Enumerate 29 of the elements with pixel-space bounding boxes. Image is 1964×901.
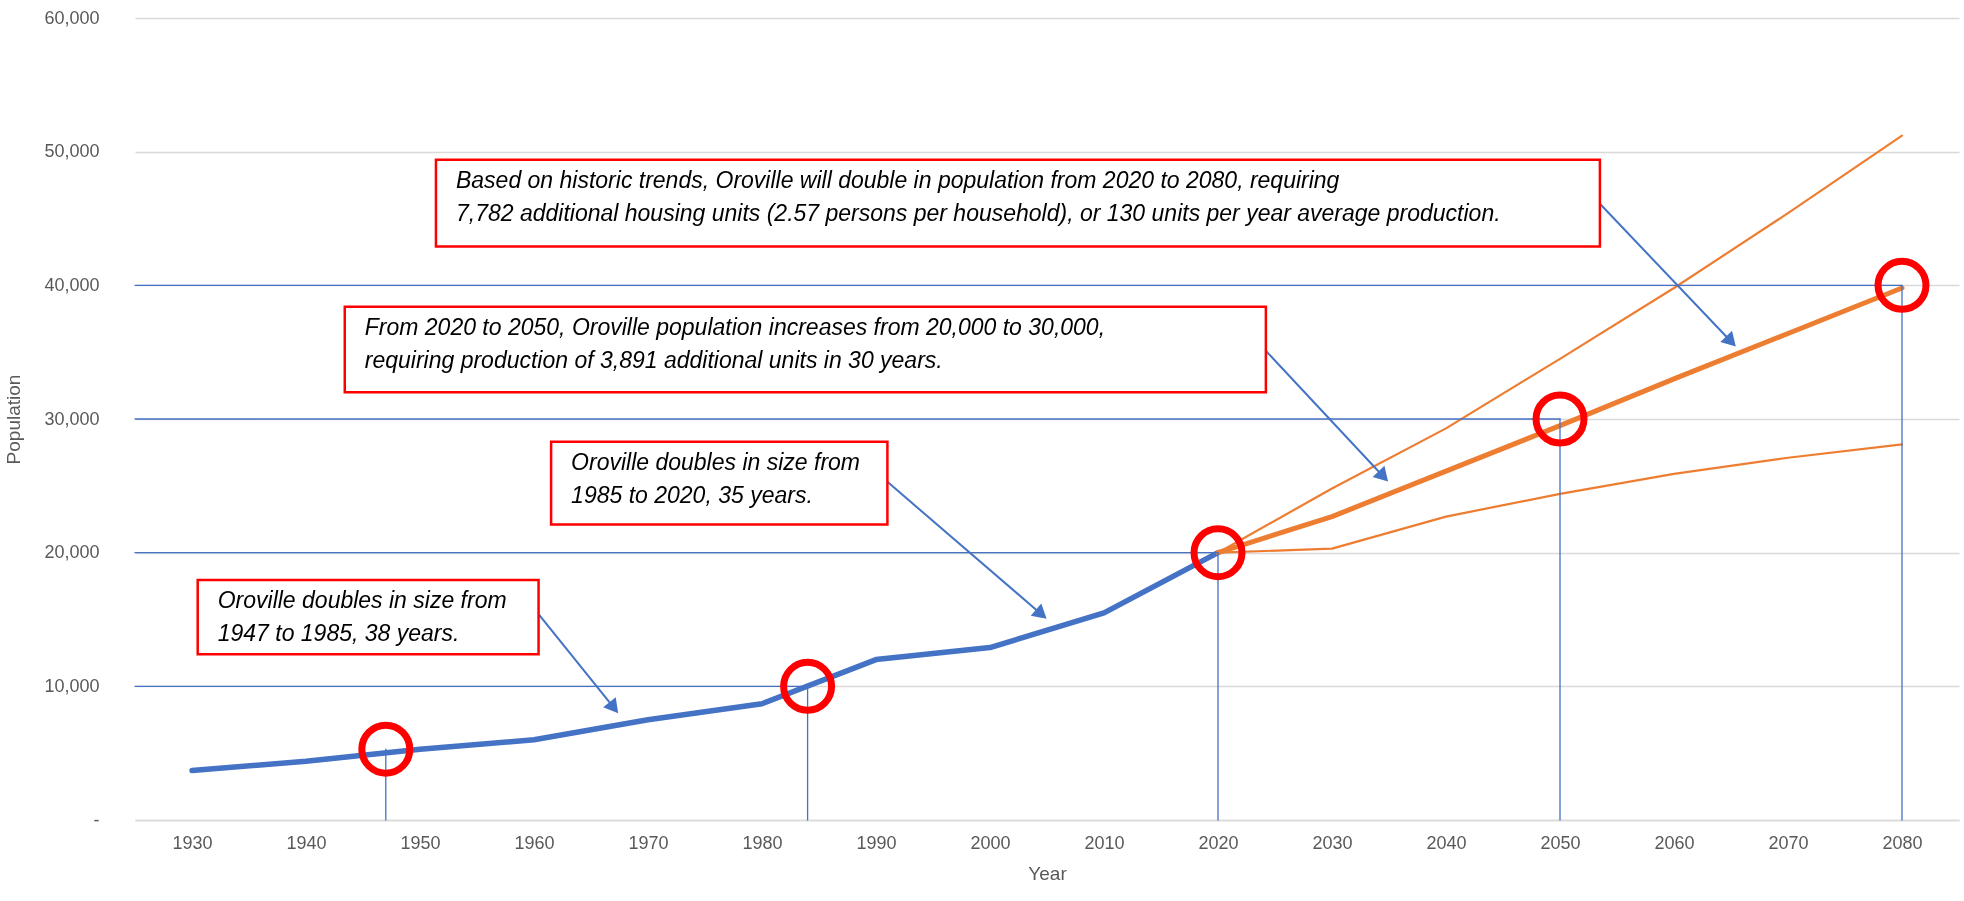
y-tick-label: 30,000	[44, 408, 100, 429]
x-tick-label: 2050	[1540, 832, 1581, 853]
y-axis-title: Population	[3, 374, 25, 465]
y-tick-label: 10,000	[44, 675, 100, 696]
x-tick-label: 2000	[970, 832, 1011, 853]
y-tick-label: 40,000	[44, 274, 100, 295]
x-tick-label: 1980	[742, 832, 783, 853]
annotation: From 2020 to 2050, Oroville population increases from 20,000 to 30,000, requiring production of 3,891 additional units in 30 years.	[364, 313, 1106, 373]
annotation: Based on historic trends, Oroville will double in population from 2020 to 2080, requiring 7,782 additional housing units (2.57 persons per household), or 130 units per year average production.	[455, 166, 1501, 226]
annotation: Oroville doubles in size from 1985 to 2020, 35 years.	[571, 448, 861, 508]
x-tick-label: 2060	[1654, 832, 1695, 853]
x-tick-label: 2030	[1312, 832, 1353, 853]
x-tick-label: 1970	[628, 832, 669, 853]
y-tick-label: -	[93, 809, 100, 830]
x-tick-label: 1940	[286, 832, 327, 853]
x-tick-label: 2040	[1426, 832, 1467, 853]
x-tick-label: 1960	[514, 832, 555, 853]
annotation: Oroville doubles in size from 1947 to 1985, 38 years.	[217, 587, 507, 647]
y-tick-label: 50,000	[44, 141, 100, 162]
y-tick-label: 20,000	[44, 542, 100, 563]
x-tick-label: 2020	[1198, 832, 1239, 853]
x-tick-label: 2070	[1768, 832, 1809, 853]
y-tick-label: 60,000	[44, 7, 100, 28]
x-tick-label: 1930	[172, 832, 213, 853]
x-tick-label: 2080	[1882, 832, 1923, 853]
x-tick-label: 1990	[856, 832, 897, 853]
x-tick-label: 2010	[1084, 832, 1125, 853]
x-tick-label: 1950	[400, 832, 441, 853]
x-axis-title: Year	[1028, 862, 1068, 884]
